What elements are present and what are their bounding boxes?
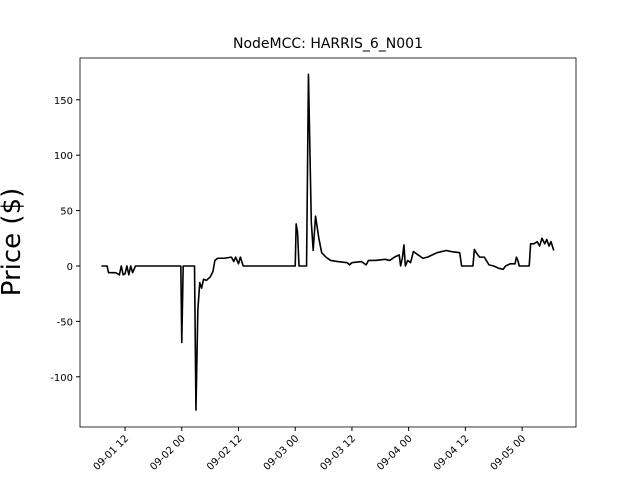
- x-tick-label: 09-03 00: [262, 433, 302, 473]
- y-tick-label: -50: [57, 317, 73, 328]
- line-series: [101, 73, 555, 411]
- x-tick-label: 09-03 12: [318, 433, 358, 473]
- plot-frame: [79, 57, 577, 428]
- y-tick-label: -100: [50, 373, 73, 384]
- y-tick-label: 100: [54, 151, 73, 162]
- x-tick-label: 09-02 00: [148, 433, 188, 473]
- x-tick-label: 09-05 00: [489, 433, 529, 473]
- y-tick-label: 0: [67, 262, 73, 273]
- y-tick-label: 50: [60, 207, 73, 218]
- x-tick-label: 09-04 00: [375, 433, 415, 473]
- chart-title: NodeMCC: HARRIS_6_N001: [233, 36, 423, 52]
- x-tick-label: 09-02 12: [205, 433, 245, 473]
- y-axis-label: Price ($): [0, 188, 27, 297]
- x-tick-label: 09-04 12: [432, 433, 472, 473]
- x-tick-label: 09-01 12: [92, 433, 132, 473]
- y-tick-label: 150: [54, 96, 73, 107]
